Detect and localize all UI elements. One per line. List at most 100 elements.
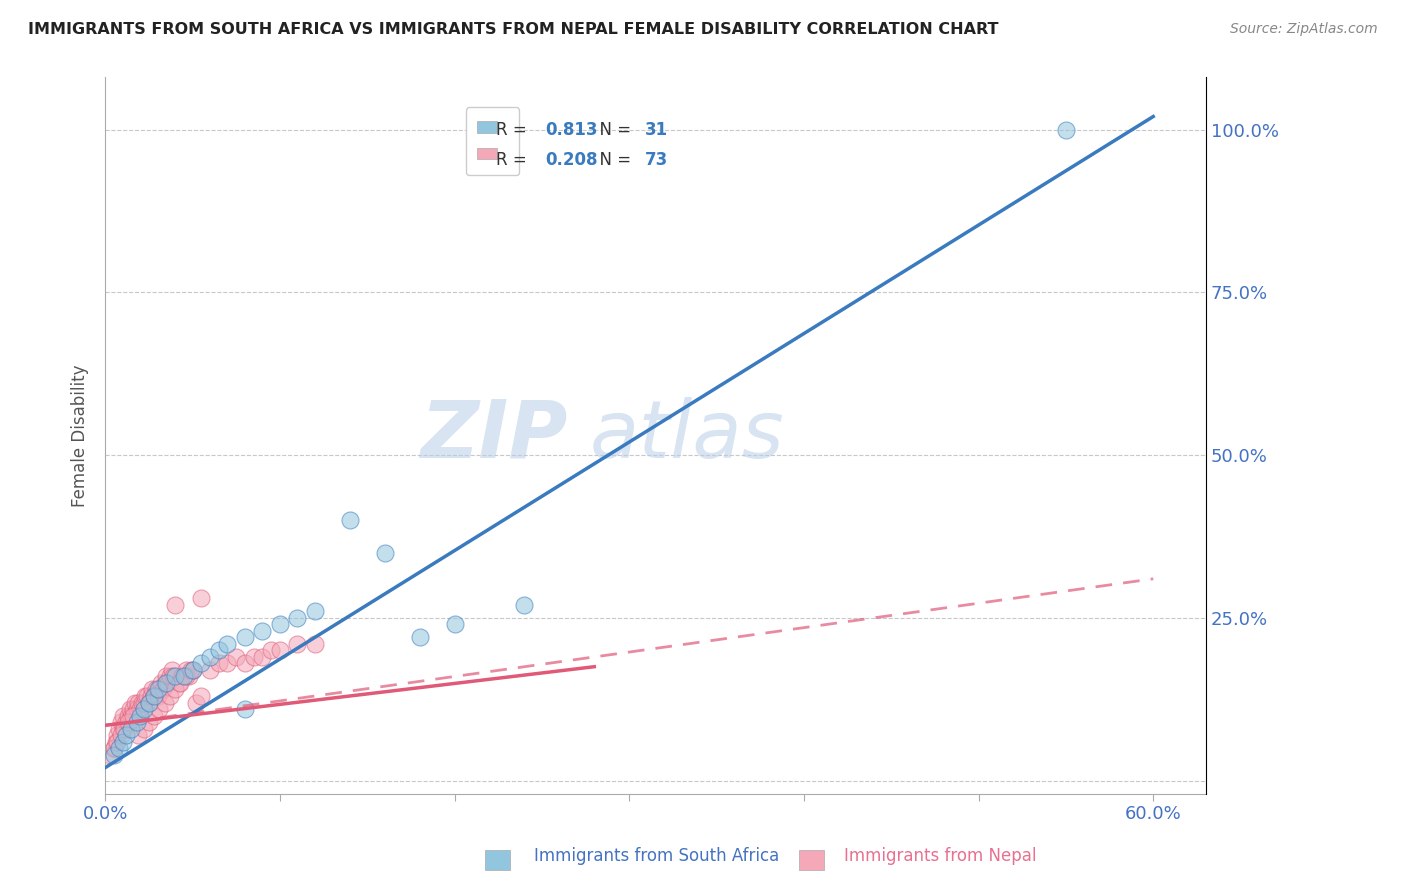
Point	[165, 598, 187, 612]
Point	[198, 649, 221, 664]
Y-axis label: Female Disability: Female Disability	[72, 364, 89, 507]
Point	[112, 722, 135, 736]
Point	[104, 734, 127, 748]
Point	[138, 714, 160, 729]
Point	[103, 747, 125, 762]
Point	[162, 669, 184, 683]
Point	[252, 649, 274, 664]
Point	[159, 669, 181, 683]
Point	[304, 604, 326, 618]
Point	[107, 728, 129, 742]
Point	[103, 741, 125, 756]
Point	[217, 657, 239, 671]
Point	[181, 663, 204, 677]
Point	[269, 617, 291, 632]
Text: 0.208: 0.208	[546, 151, 598, 169]
Point	[107, 734, 129, 748]
Point	[180, 663, 202, 677]
Point	[157, 676, 180, 690]
Point	[127, 696, 149, 710]
Text: ZIP: ZIP	[420, 397, 568, 475]
Point	[143, 689, 166, 703]
Point	[110, 714, 132, 729]
Point	[129, 708, 152, 723]
Point	[155, 669, 177, 683]
Point	[122, 702, 145, 716]
Point	[108, 722, 131, 736]
Point	[170, 669, 193, 683]
Point	[132, 702, 155, 716]
Text: R =: R =	[496, 151, 531, 169]
Point	[285, 611, 308, 625]
Text: 73: 73	[644, 151, 668, 169]
Point	[141, 682, 163, 697]
Text: Immigrants from South Africa: Immigrants from South Africa	[534, 847, 779, 865]
Point	[148, 702, 170, 716]
Point	[129, 702, 152, 716]
Text: 31: 31	[644, 120, 668, 139]
Point	[120, 722, 142, 736]
Point	[138, 696, 160, 710]
Text: Immigrants from Nepal: Immigrants from Nepal	[844, 847, 1036, 865]
Point	[122, 708, 145, 723]
Point	[208, 657, 231, 671]
Point	[233, 702, 256, 716]
Point	[110, 728, 132, 742]
Text: Source: ZipAtlas.com: Source: ZipAtlas.com	[1230, 22, 1378, 37]
Point	[132, 696, 155, 710]
Point	[217, 637, 239, 651]
Point	[159, 689, 181, 703]
Point	[173, 669, 195, 683]
Text: R =: R =	[496, 120, 531, 139]
Point	[143, 708, 166, 723]
Point	[233, 657, 256, 671]
Point	[125, 702, 148, 716]
Point	[146, 682, 169, 697]
Point	[138, 696, 160, 710]
Point	[184, 696, 207, 710]
Point	[165, 682, 187, 697]
Point	[443, 617, 465, 632]
Point	[190, 591, 212, 606]
Point	[111, 734, 134, 748]
Point	[139, 689, 162, 703]
Point	[252, 624, 274, 638]
Point	[225, 649, 247, 664]
Text: atlas: atlas	[589, 397, 785, 475]
Point	[115, 714, 138, 729]
Point	[167, 676, 190, 690]
Point	[181, 663, 204, 677]
Point	[190, 657, 212, 671]
Point	[177, 669, 200, 683]
Point	[143, 689, 166, 703]
Point	[155, 676, 177, 690]
Point	[111, 722, 134, 736]
Point	[103, 741, 125, 756]
Point	[513, 598, 536, 612]
Point	[127, 728, 149, 742]
Text: IMMIGRANTS FROM SOUTH AFRICA VS IMMIGRANTS FROM NEPAL FEMALE DISABILITY CORRELAT: IMMIGRANTS FROM SOUTH AFRICA VS IMMIGRAN…	[28, 22, 998, 37]
Point	[1054, 122, 1077, 136]
Text: N =: N =	[589, 120, 637, 139]
Point	[108, 741, 131, 756]
Text: 0.813: 0.813	[546, 120, 598, 139]
Point	[153, 676, 176, 690]
Point	[115, 728, 138, 742]
Point	[160, 663, 183, 677]
Point	[198, 663, 221, 677]
Point	[117, 714, 139, 729]
Point	[118, 702, 141, 716]
Point	[165, 669, 187, 683]
Point	[190, 689, 212, 703]
Point	[233, 631, 256, 645]
Point	[146, 689, 169, 703]
Point	[148, 682, 170, 697]
Point	[136, 689, 159, 703]
Legend: , : ,	[465, 107, 519, 175]
Point	[100, 747, 122, 762]
Point	[339, 513, 361, 527]
Point	[145, 682, 167, 697]
Point	[260, 643, 283, 657]
Point	[152, 682, 174, 697]
Point	[285, 637, 308, 651]
